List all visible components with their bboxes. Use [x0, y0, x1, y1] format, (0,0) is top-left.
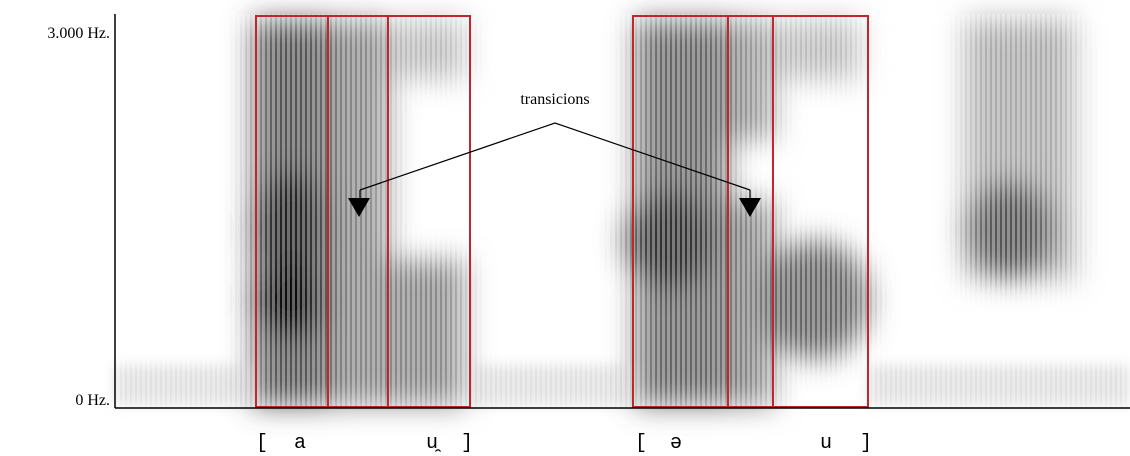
- annotation: transicions: [520, 91, 589, 108]
- spectrogram: [115, 14, 1130, 408]
- y-bottom-label: 0 Hz.: [75, 392, 110, 409]
- phonetic-symbol: ]: [461, 432, 473, 455]
- phonetic-symbol: u: [820, 432, 832, 455]
- spectrogram-figure: 3.000 Hz. 0 Hz. transicions [ a u̯ ] [ ə…: [0, 0, 1130, 456]
- phonetic-symbol: ]: [860, 432, 872, 455]
- phonetic-symbol: [: [635, 432, 647, 455]
- phonetic-symbol: a: [294, 432, 306, 455]
- y-top-label: 3.000 Hz.: [47, 25, 110, 42]
- phonetic-symbol: ə: [670, 432, 682, 455]
- phonetic-symbol: [: [256, 432, 268, 455]
